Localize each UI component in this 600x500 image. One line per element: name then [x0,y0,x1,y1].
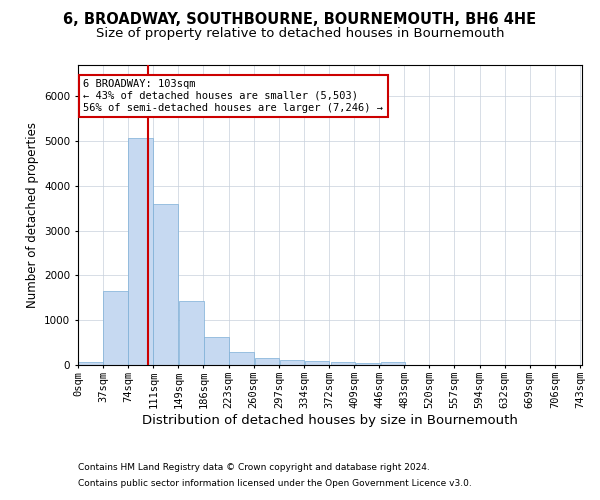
Bar [205,337,229,365]
Bar [103,291,128,365]
Bar [356,362,380,365]
Bar [128,138,153,365]
Text: Contains HM Land Registry data © Crown copyright and database right 2024.: Contains HM Land Registry data © Crown c… [78,464,430,472]
Bar [254,358,279,365]
Y-axis label: Number of detached properties: Number of detached properties [26,122,38,308]
Text: 6, BROADWAY, SOUTHBOURNE, BOURNEMOUTH, BH6 4HE: 6, BROADWAY, SOUTHBOURNE, BOURNEMOUTH, B… [64,12,536,28]
Bar [78,362,103,365]
X-axis label: Distribution of detached houses by size in Bournemouth: Distribution of detached houses by size … [142,414,518,426]
Bar [305,362,329,365]
Bar [280,360,304,365]
Text: 6 BROADWAY: 103sqm
← 43% of detached houses are smaller (5,503)
56% of semi-deta: 6 BROADWAY: 103sqm ← 43% of detached hou… [83,80,383,112]
Bar [179,302,204,365]
Text: Size of property relative to detached houses in Bournemouth: Size of property relative to detached ho… [96,28,504,40]
Bar [154,204,178,365]
Bar [229,352,254,365]
Text: Contains public sector information licensed under the Open Government Licence v3: Contains public sector information licen… [78,478,472,488]
Bar [331,362,355,365]
Bar [381,362,406,365]
